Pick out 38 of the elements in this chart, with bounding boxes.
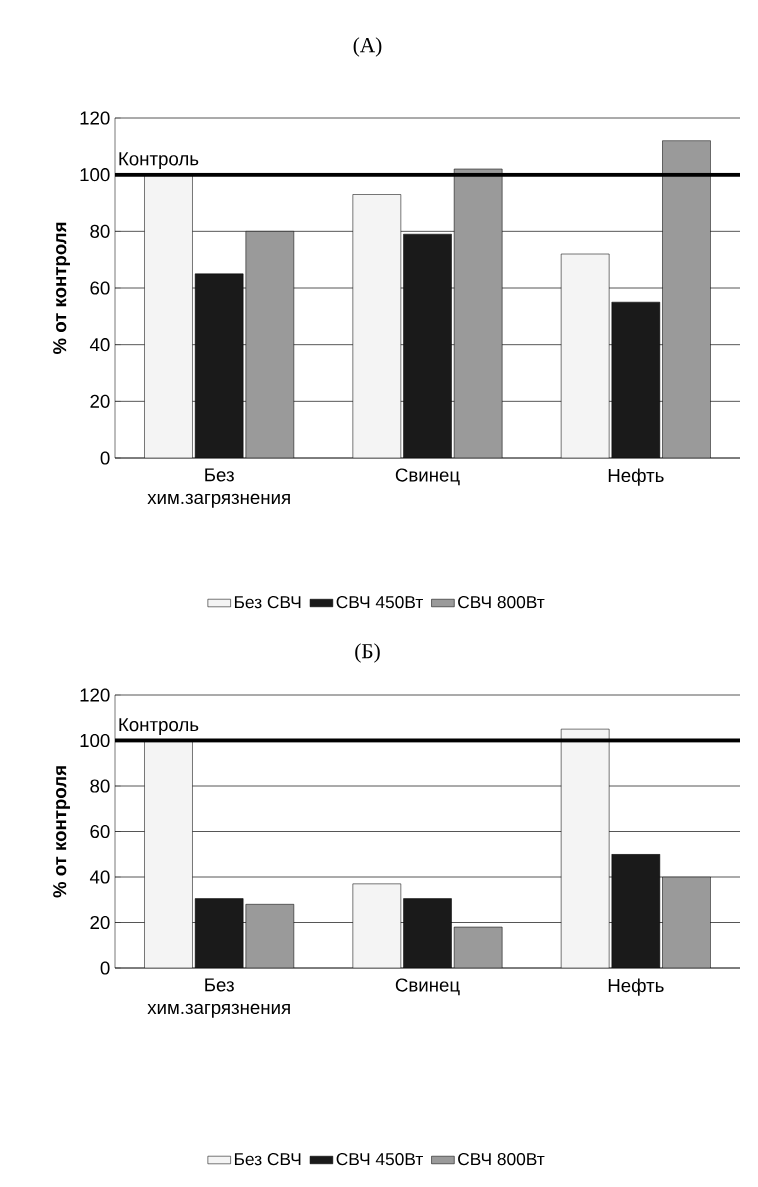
y-tick-label: 0 — [100, 961, 110, 975]
y-axis-title: % от контроля — [53, 766, 70, 898]
bar — [453, 168, 503, 459]
y-tick-label: 20 — [90, 394, 110, 408]
legend-label: СВЧ 450Вт — [336, 595, 423, 609]
x-tick-label: Свинец — [395, 978, 460, 996]
y-tick-label: 60 — [90, 824, 110, 839]
y-tick-label: 60 — [90, 281, 110, 295]
x-tick-label: Нефть — [608, 978, 664, 996]
y-tick-label: 20 — [90, 915, 110, 930]
y-tick-label: 100 — [80, 733, 110, 748]
chart-title: (Б) — [355, 643, 380, 663]
y-tick-label: 80 — [90, 224, 110, 238]
chart-title: (А) — [353, 37, 382, 57]
legend-label: СВЧ 800Вт — [458, 1152, 545, 1166]
x-tick-label: Без хим.загрязнения — [147, 978, 290, 1018]
legend-label: СВЧ 800Вт — [458, 595, 545, 609]
bar — [453, 926, 503, 969]
y-axis-title: % от контроля — [53, 222, 70, 355]
bar — [245, 904, 295, 969]
y-tick-label: 40 — [89, 338, 110, 352]
x-tick-label: Свинец — [395, 468, 460, 486]
x-tick-label: Нефть — [608, 468, 664, 486]
ref-line-label: Контроль — [119, 718, 199, 735]
y-tick-label: 40 — [89, 870, 110, 884]
y-tick-label: 120 — [80, 688, 110, 702]
y-tick-label: 80 — [90, 779, 110, 793]
y-tick-label: 100 — [80, 168, 110, 182]
bar — [245, 231, 295, 459]
legend-label: СВЧ 450Вт — [336, 1152, 423, 1166]
bar — [662, 876, 711, 969]
ref-line-label: Контроль — [119, 152, 199, 170]
legend-label: Без СВЧ — [234, 1152, 301, 1166]
x-tick-label: Без хим.загрязнения — [147, 468, 290, 508]
y-tick-label: 0 — [100, 451, 110, 465]
y-tick-label: 120 — [80, 111, 110, 125]
bar — [662, 140, 711, 459]
legend-label: Без СВЧ — [234, 595, 301, 609]
